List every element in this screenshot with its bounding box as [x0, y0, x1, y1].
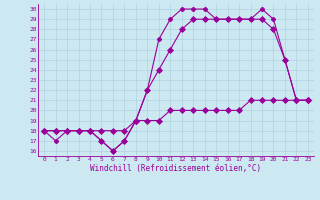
- X-axis label: Windchill (Refroidissement éolien,°C): Windchill (Refroidissement éolien,°C): [91, 164, 261, 173]
